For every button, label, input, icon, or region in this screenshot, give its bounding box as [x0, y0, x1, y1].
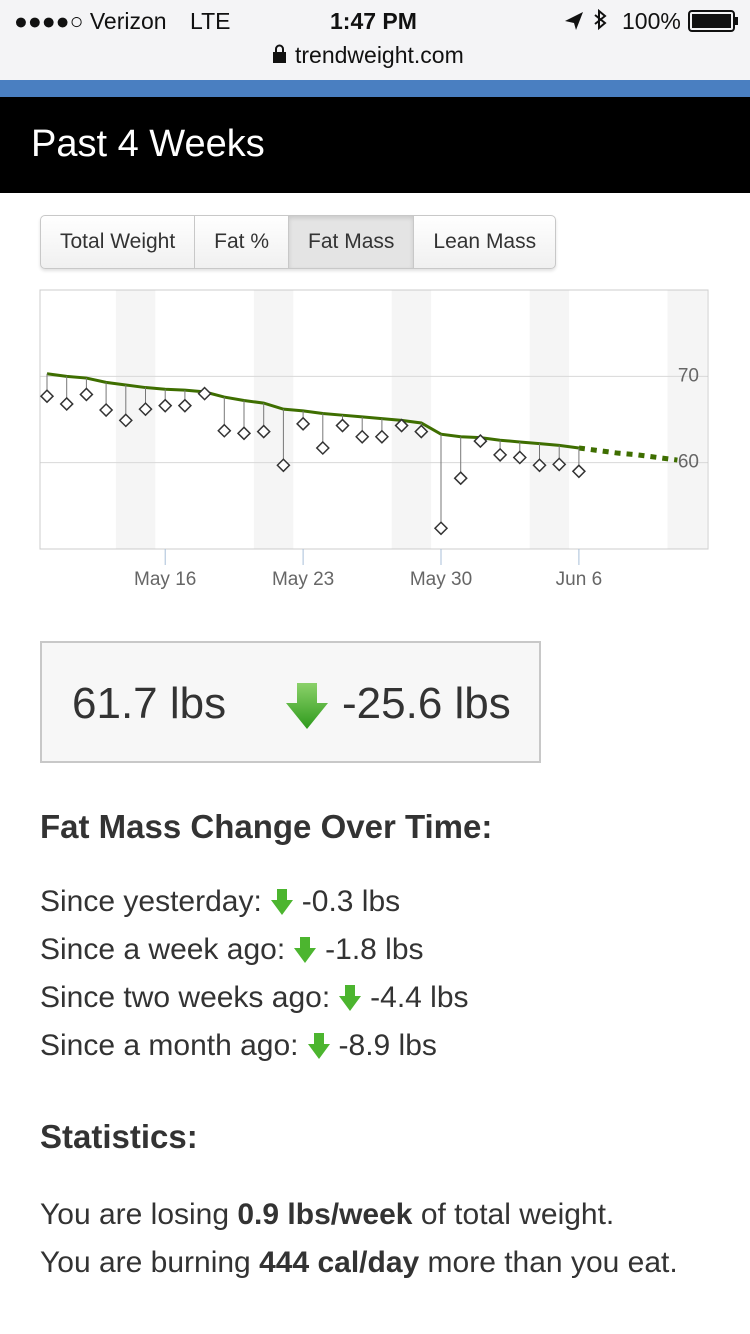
scale-reading: [473, 434, 488, 449]
change-row: Since a month ago: -8.9 lbs: [40, 1029, 437, 1063]
scale-reading: [571, 464, 586, 479]
page-title: Past 4 Weeks: [31, 123, 265, 165]
scale-reading: [138, 402, 153, 417]
change-value: -0.3 lbs: [301, 885, 401, 918]
x-tick-label: May 23: [272, 569, 334, 590]
scale-reading: [552, 457, 567, 472]
scale-reading: [433, 521, 449, 536]
scale-reading: [512, 450, 527, 465]
section-title: Fat Mass Change Over Time:: [40, 808, 493, 845]
carrier: ●●●●○ Verizon: [14, 8, 167, 34]
down-arrow: [294, 937, 317, 963]
weekend-band: [667, 290, 707, 549]
summary-box: 61.7 lbs -25.6 lbs: [40, 641, 541, 763]
lock-icon: [273, 44, 286, 63]
scale-reading: [79, 387, 94, 402]
scale-reading: [296, 416, 311, 431]
scale-reading: [315, 440, 330, 456]
down-arrow: [286, 683, 328, 729]
scale-reading: [118, 413, 133, 428]
change-value: -25.6 lbs: [342, 679, 511, 728]
stat-highlight: 0.9 lbs/week: [237, 1198, 413, 1231]
change-label: Since a week ago:: [40, 933, 286, 966]
status-bar: ●●●●○ Verizon LTE 1:47 PM 100% trendweig…: [0, 0, 750, 80]
change-value: -1.8 lbs: [325, 933, 424, 966]
y-tick-label: 70: [678, 365, 699, 386]
down-arrow: [307, 1033, 330, 1059]
y-tick-label: 60: [678, 452, 699, 473]
url[interactable]: trendweight.com: [295, 42, 464, 68]
change-label: Since yesterday:: [40, 885, 262, 918]
scale-reading: [276, 458, 291, 473]
scale-reading: [158, 398, 173, 413]
scale-reading: [256, 424, 271, 439]
trend-line: [46, 372, 580, 450]
tab[interactable]: Total Weight: [41, 216, 196, 268]
plot-border: [39, 289, 709, 550]
scale-reading: [374, 429, 389, 444]
trend-line: [578, 445, 678, 463]
scale-reading: [532, 458, 547, 473]
stat-text: You are burning: [40, 1246, 260, 1279]
change-value: -4.4 lbs: [370, 981, 469, 1014]
scale-reading: [217, 423, 232, 438]
x-tick-label: Jun 6: [556, 569, 602, 590]
status-icons: [565, 9, 607, 31]
network: LTE: [190, 8, 231, 34]
stat-text: You are losing: [40, 1198, 238, 1231]
scale-reading: [453, 471, 468, 486]
scale-reading: [493, 447, 508, 462]
battery-percent: 100%: [622, 8, 681, 34]
change-label: Since two weeks ago:: [40, 981, 331, 1014]
scale-reading: [59, 396, 74, 412]
time: 1:47 PM: [330, 8, 417, 34]
tab[interactable]: Lean Mass: [433, 230, 537, 253]
weekend-band: [253, 290, 294, 549]
scale-reading: [335, 418, 350, 433]
scale-reading: [197, 386, 212, 401]
tab[interactable]: Fat %: [195, 216, 290, 268]
down-arrow: [270, 889, 293, 915]
stat-line: You are losing 0.9 lbs/week of total wei…: [40, 1191, 700, 1239]
scale-reading: [394, 418, 409, 433]
section-title: Statistics:: [40, 1118, 198, 1155]
tab-group: Total Weight Fat % Fat Mass Lean Mass: [40, 215, 557, 269]
stat-line: You are burning 444 cal/day more than yo…: [40, 1239, 700, 1287]
chart: 60 70 May 16 May 23 May 30 Jun 6: [39, 289, 709, 590]
change-value: -8.9 lbs: [338, 1029, 437, 1062]
change-row: Since two weeks ago: -4.4 lbs: [40, 981, 469, 1015]
x-tick-label: May 16: [134, 569, 196, 590]
stat-highlight: 444 cal/day: [259, 1246, 420, 1279]
scale-reading: [177, 398, 192, 413]
scale-reading: [99, 402, 114, 418]
scale-reading: [355, 429, 370, 444]
current-value: 61.7 lbs: [72, 679, 227, 728]
change-label: Since a month ago:: [40, 1029, 299, 1062]
header: Past 4 Weeks: [0, 97, 750, 193]
weekend-band: [529, 290, 570, 549]
scale-reading: [414, 424, 429, 439]
stat-text: of total weight.: [412, 1198, 615, 1231]
tab[interactable]: Fat Mass: [289, 216, 415, 268]
change-row: Since a week ago: -1.8 lbs: [40, 933, 424, 967]
scale-reading: [39, 389, 55, 404]
x-tick-label: May 30: [410, 569, 472, 590]
change-row: Since yesterday: -0.3 lbs: [40, 885, 400, 919]
battery-icon: [688, 10, 738, 32]
stat-text: more than you eat.: [419, 1246, 678, 1279]
browser-bar: [0, 80, 750, 97]
down-arrow: [339, 985, 362, 1011]
scale-reading: [236, 426, 252, 441]
